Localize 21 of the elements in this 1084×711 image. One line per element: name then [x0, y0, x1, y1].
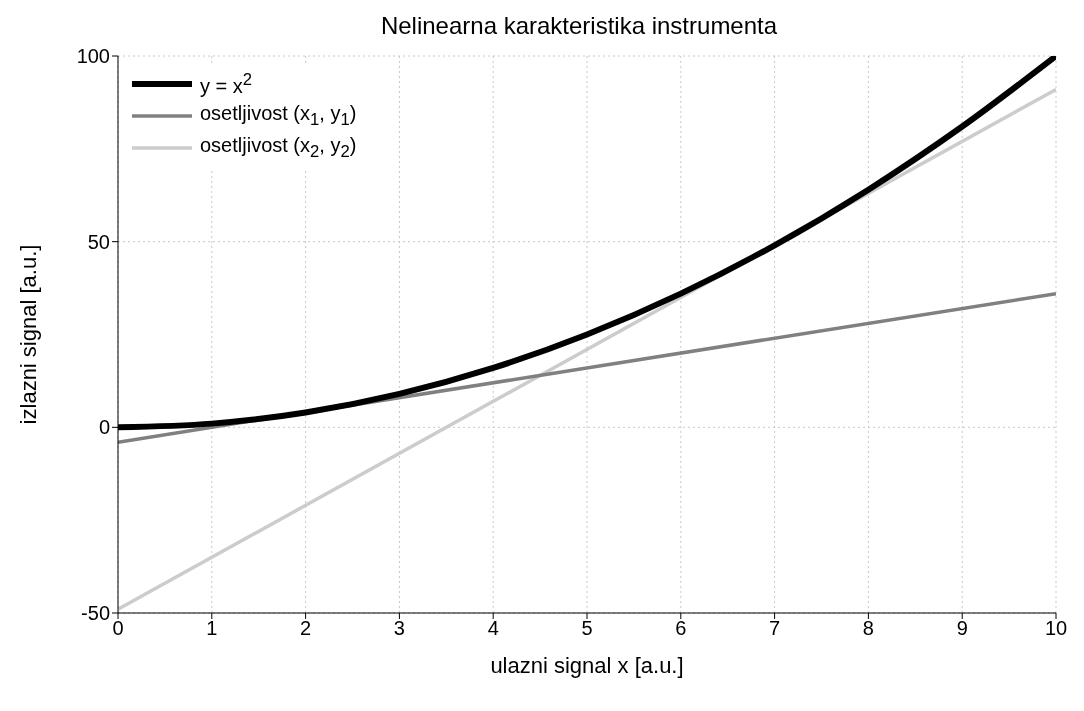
y-axis-title: izlazni signal [a.u.] [15, 244, 41, 425]
legend-label: osetljivost (x$_{2}$, y$_{2}$) [200, 134, 357, 162]
x-axis-title: ulazni signal x [a.u.] [490, 653, 684, 678]
x-tick-label: 7 [769, 617, 781, 640]
x-tick-label: 0 [112, 617, 124, 640]
legend-label: y = x$^{2}$ [200, 70, 253, 98]
y-tick-label: 50 [87, 230, 110, 253]
x-tick-label: 8 [862, 617, 874, 640]
x-tick-label: 2 [300, 617, 312, 640]
chart-title: Nelinearna karakteristika instrumenta [379, 12, 779, 40]
x-tick-label: 6 [675, 617, 687, 640]
x-tick-label: 10 [1044, 617, 1068, 640]
y-tick-label: 0 [98, 416, 110, 439]
x-tick-label: 3 [393, 617, 405, 640]
legend-label: osetljivost (x$_{1}$, y$_{1}$) [200, 102, 357, 130]
x-tick-label: 5 [581, 617, 593, 640]
x-tick-label: 9 [956, 617, 968, 640]
y-tick-label: 100 [76, 45, 110, 68]
x-tick-label: 1 [206, 617, 218, 640]
y-tick-label: -50 [81, 602, 110, 625]
x-tick-label: 4 [487, 617, 499, 640]
